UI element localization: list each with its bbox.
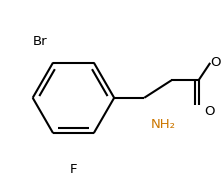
Text: O: O xyxy=(210,56,221,69)
Text: F: F xyxy=(70,163,77,176)
Text: Br: Br xyxy=(33,35,47,48)
Text: NH₂: NH₂ xyxy=(151,118,176,130)
Text: O: O xyxy=(204,105,215,118)
